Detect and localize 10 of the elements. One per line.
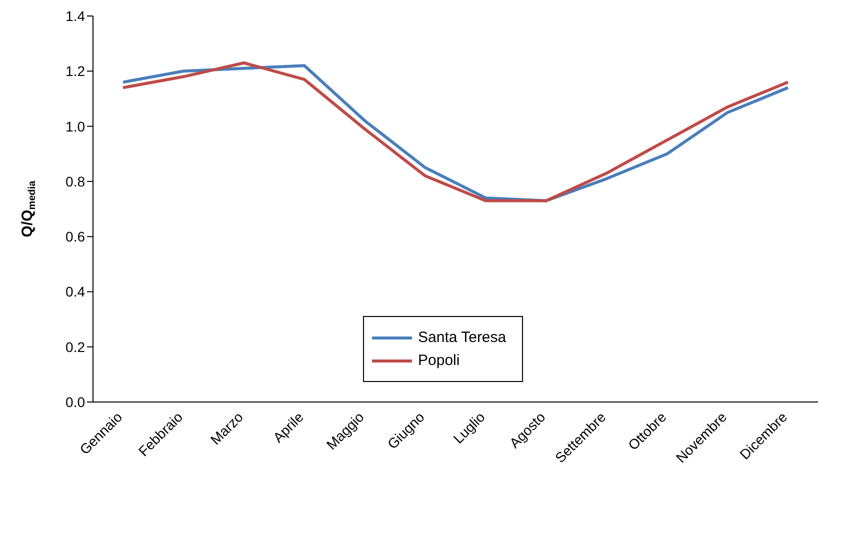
y-tick-label: 0.6 [66, 228, 86, 245]
y-tick-label: 0.4 [66, 284, 86, 300]
y-tick-label: 0.2 [66, 338, 86, 355]
y-tick-label: 1.4 [66, 8, 86, 24]
y-tick-label: 0.0 [66, 394, 86, 410]
y-tick-label: 0.8 [66, 173, 86, 190]
y-tick-label: 1.2 [66, 63, 86, 80]
legend-label: Popoli [418, 352, 460, 369]
y-tick-label: 1.0 [66, 118, 86, 134]
legend-label: Santa Teresa [418, 329, 506, 346]
